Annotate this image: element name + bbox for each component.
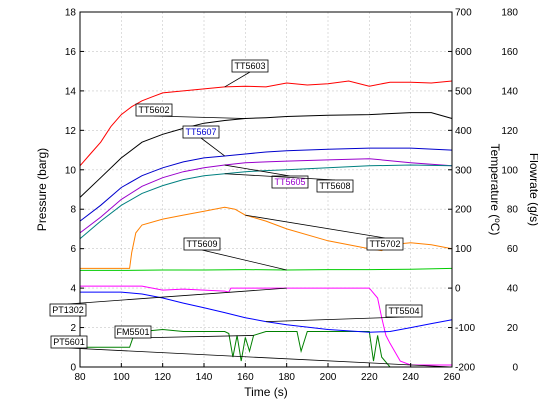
annotation-arrow: [224, 164, 291, 177]
annotation-box: [114, 325, 152, 339]
series-line: [80, 285, 452, 366]
temperature-axis-title: Temperature (oC): [488, 144, 503, 236]
x-tick-label: 220: [361, 372, 378, 383]
temperature-tick-label: 300: [455, 165, 472, 176]
annotation-box: [182, 125, 220, 139]
annotation-label: TT5608: [319, 181, 350, 191]
annotation-arrow: [245, 214, 386, 239]
annotation-box: [183, 237, 221, 251]
flowrate-tick-label: 120: [501, 126, 518, 137]
pressure-tick-label: 10: [65, 165, 77, 176]
pressure-tick-label: 16: [65, 47, 77, 58]
annotation-label: PT1302: [52, 305, 84, 315]
x-tick-label: 200: [320, 372, 337, 383]
x-axis-title: Time (s): [244, 385, 288, 399]
annotation-box: [49, 303, 87, 317]
x-tick-label: 120: [154, 372, 171, 383]
annotation-box: [50, 335, 88, 349]
flowrate-axis-title: Flowrate (g/s): [527, 153, 538, 226]
annotation-label: TT5609: [186, 239, 217, 249]
pressure-tick-label: 8: [70, 205, 76, 216]
annotation-arrow: [67, 287, 287, 305]
temperature-tick-label: 700: [455, 8, 472, 19]
temperature-tick-label: -100: [455, 323, 475, 334]
temperature-tick-label: -200: [455, 363, 475, 374]
series-line: [80, 267, 453, 271]
annotation-label: TT5504: [388, 306, 419, 316]
series-line: [79, 147, 453, 222]
pressure-tick-label: 18: [65, 8, 77, 19]
annotations: TT5603 TT5602 TT5607 TT5605 TT5608 TT5702 TT56…: [49, 59, 453, 368]
annotation-box: [385, 304, 423, 318]
pressure-tick-label: 6: [70, 244, 76, 255]
annotation-label: FM5501: [116, 327, 149, 337]
x-tick-label: 160: [237, 372, 254, 383]
flowrate-tick-label: 60: [507, 244, 519, 255]
x-tick-label: 80: [74, 372, 86, 383]
flowrate-tick-label: 80: [507, 205, 519, 216]
flowrate-tick-label: 100: [501, 165, 518, 176]
pressure-tick-label: 4: [70, 284, 76, 295]
flowrate-tick-label: 0: [512, 363, 518, 374]
pressure-tick-label: 2: [70, 323, 76, 334]
annotation-label: TT5605: [274, 177, 305, 187]
annotation-arrow: [201, 249, 287, 271]
series-lines: [79, 80, 453, 368]
pressure-axis-title: Pressure (barg): [35, 148, 49, 231]
flowrate-tick-label: 140: [501, 86, 518, 97]
series-line: [79, 80, 453, 167]
temperature-tick-label: 600: [455, 47, 472, 58]
series-line: [79, 112, 453, 198]
flowrate-tick-label: 40: [507, 284, 519, 295]
x-tick-label: 260: [444, 372, 461, 383]
x-tick-label: 100: [113, 372, 130, 383]
annotation-label: TT5603: [234, 61, 265, 71]
flowrate-tick-label: 180: [501, 8, 518, 19]
temperature-tick-label: 100: [455, 244, 472, 255]
temperature-tick-label: 500: [455, 86, 472, 97]
pressure-tick-label: 0: [70, 363, 76, 374]
annotation-box: [135, 103, 173, 117]
annotation-label: PT5601: [53, 337, 85, 347]
temperature-tick-label: 400: [455, 126, 472, 137]
annotation-arrow: [224, 173, 336, 181]
annotation-box: [231, 59, 269, 73]
annotation-arrow: [68, 347, 453, 368]
flowrate-tick-label: 160: [501, 47, 518, 58]
annotation-label: TT5607: [185, 127, 216, 137]
pressure-tick-label: 12: [65, 126, 77, 137]
annotation-label: TT5602: [138, 105, 169, 115]
temperature-tick-label: 0: [455, 284, 461, 295]
annotation-label: TT5702: [369, 239, 400, 249]
series-line: [80, 291, 453, 333]
x-tick-label: 240: [402, 372, 419, 383]
x-tick-label: 140: [196, 372, 213, 383]
temperature-tick-label: 200: [455, 205, 472, 216]
axis-ticks: 80 100 120 140 160 180 200 220 240 26002468101214…: [65, 8, 519, 384]
annotation-arrow: [224, 71, 251, 88]
annotation-arrow: [153, 115, 246, 119]
annotation-box: [366, 237, 404, 251]
series-line: [80, 328, 452, 368]
pressure-tick-label: 14: [65, 86, 77, 97]
flowrate-tick-label: 20: [507, 323, 519, 334]
annotation-box: [271, 175, 309, 189]
plot-frame: [79, 11, 453, 368]
annotation-arrow: [200, 137, 225, 157]
x-tick-label: 180: [278, 372, 295, 383]
annotation-arrow: [265, 316, 405, 323]
annotation-arrow: [132, 335, 254, 339]
annotation-box: [316, 179, 354, 193]
